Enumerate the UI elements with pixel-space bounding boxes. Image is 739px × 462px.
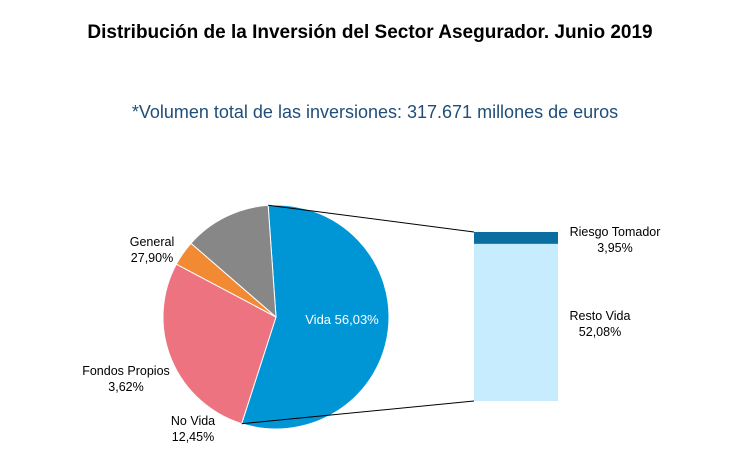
label-resto-value: 52,08%: [579, 325, 621, 339]
chart-subtitle: *Volumen total de las inversiones: 317.6…: [132, 102, 618, 122]
pie-slice-no-vida: [190, 204, 277, 319]
pie-slice-general: [162, 263, 277, 425]
connector-bottom: [241, 400, 475, 425]
label-resto-name: Resto Vida: [570, 309, 631, 323]
chart-title: Distribución de la Inversión del Sector …: [87, 22, 652, 43]
label-riesgo-name: Riesgo Tomador: [570, 225, 661, 239]
label-fondos-name: Fondos Propios: [82, 364, 170, 378]
label-riesgo-value: 3,95%: [597, 241, 632, 255]
breakdown-bar: [241, 204, 558, 425]
label-vida: Vida 56,03%: [305, 312, 379, 327]
bar-segment-riesgo-tomador: [474, 232, 558, 244]
label-novida-value: 12,45%: [172, 430, 214, 444]
bar-segment-resto-vida: [474, 243, 558, 401]
pie: [162, 204, 390, 430]
connector-top: [268, 204, 475, 233]
pie-slice-vida: [240, 204, 390, 430]
label-fondos-value: 3,62%: [108, 380, 143, 394]
label-novida-name: No Vida: [171, 414, 215, 428]
label-general-name: General: [130, 235, 174, 249]
label-general-value: 27,90%: [131, 251, 173, 265]
